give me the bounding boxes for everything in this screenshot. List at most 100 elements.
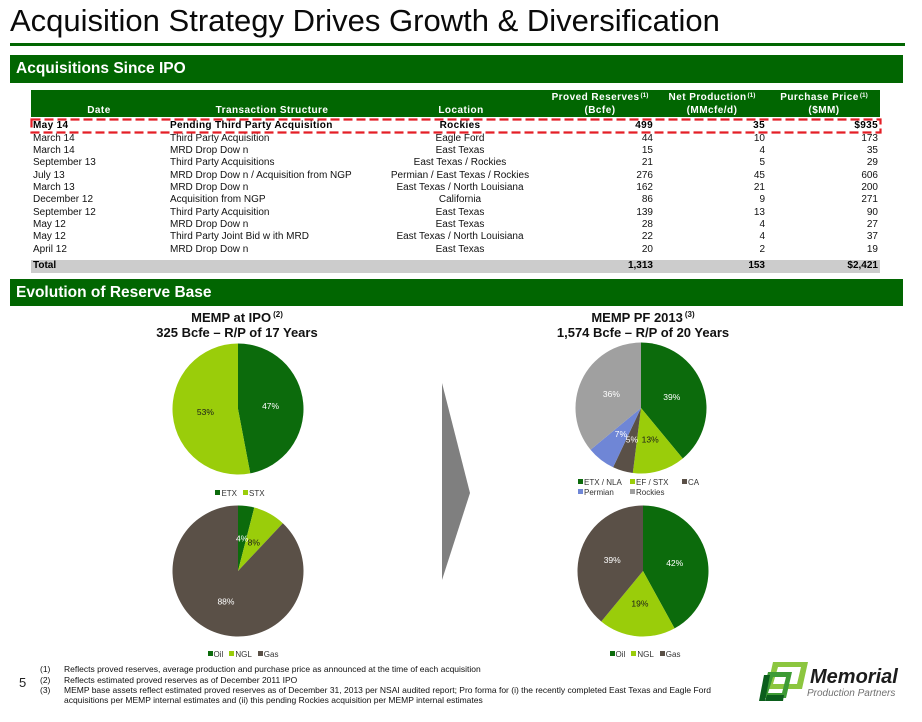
pie-slice-etx-nla (640, 342, 707, 458)
pie-chart-ipo-commodity: 4% 8% 88% (172, 505, 304, 637)
cell-purchase-price: 35 (866, 145, 878, 157)
cell-transaction-structure: Third Party Joint Bid w ith MRD (170, 231, 309, 243)
cell-location: East Texas / North Louisiana (396, 231, 524, 243)
legend-label: Rockies (636, 488, 665, 497)
pie-slice-ngl (600, 571, 675, 637)
header-line1: Net Production (668, 92, 747, 103)
data-label-ef-stx: 13% (641, 434, 658, 444)
logo-tagline: Production Partners (807, 688, 896, 699)
cell-date: May 12 (33, 231, 66, 243)
legend-item-ca: CA (682, 478, 734, 488)
pie-slice-etx (237, 343, 303, 474)
table-row: May 12 Third Party Joint Bid w ith MRD E… (31, 231, 880, 243)
arrow-right-icon (442, 383, 470, 580)
table-row: March 14 Third Party Acquisition Eagle F… (31, 133, 880, 145)
header-line2: Date (87, 105, 111, 116)
legend-label: Permian (584, 488, 614, 497)
pie-slice-stx (171, 343, 250, 475)
legend-swatch-icon (630, 479, 635, 484)
pie-slice-ngl (238, 507, 283, 571)
column-header-purchase-price: Purchase Price(1) ($MM) (769, 90, 879, 117)
cell-net-production: 9 (759, 194, 765, 206)
legend-label: Gas (263, 650, 279, 659)
cell-date: April 12 (33, 243, 67, 255)
panel-title: MEMP PF 2013 (591, 310, 683, 325)
cell-location: Eagle Ford (435, 132, 485, 144)
table-row: September 13 Third Party Acquisitions Ea… (31, 157, 880, 169)
cell-location: California (438, 194, 482, 206)
header-line2: (MMcfe/d) (686, 105, 738, 116)
legend-item-rockies: Rockies (630, 488, 682, 498)
cell-location: Permian / East Texas / Rockies (390, 169, 530, 181)
footnote-text-continued: acquisitions per MEMP internal estimates… (64, 695, 483, 705)
cell-proved-reserves: 86 (641, 194, 653, 206)
table-row: April 12 MRD Drop Dow n East Texas 20 2 … (31, 244, 880, 256)
footnote-text: MEMP base assets reflect estimated prove… (64, 685, 711, 695)
legend-label: ETX / NLA (584, 478, 622, 487)
table-row: September 12 Third Party Acquisition Eas… (31, 207, 880, 219)
legend-swatch-icon (631, 651, 637, 656)
panel-subtitle: 325 Bcfe – R/P of 17 Years (156, 325, 318, 340)
cell-date: March 13 (33, 182, 75, 194)
cell-purchase-price: 173 (861, 132, 878, 144)
legend-item-stx: STX (243, 489, 265, 499)
total-purchase-price: $2,421 (847, 260, 878, 271)
footnote-ref: (1) (859, 92, 868, 99)
pie-slice-permian (590, 407, 641, 467)
cell-net-production: 4 (759, 145, 765, 157)
legend-item-oil: Oil (609, 650, 625, 660)
data-label-permian: 7% (614, 428, 627, 438)
cell-purchase-price: 29 (866, 157, 878, 169)
total-proved-reserves: 1,313 (627, 260, 653, 271)
pie-slice-oil (238, 505, 255, 571)
cell-net-production: 45 (753, 169, 765, 181)
title-divider (10, 43, 905, 46)
legend-item-etx: ETX (215, 489, 237, 499)
logo-wordmark: Memorial (810, 666, 898, 688)
cell-date: March 14 (33, 145, 75, 157)
cell-purchase-price: 200 (861, 182, 878, 194)
table-total-row: Total 1,313 153 $2,421 (31, 260, 880, 273)
data-label-oil: 42% (666, 558, 683, 568)
header-line2: ($MM) (808, 105, 840, 116)
header-line1: Proved Reserves (551, 92, 640, 103)
section-header-acquisitions: Acquisitions Since IPO (10, 55, 903, 83)
cell-proved-reserves: 499 (635, 120, 653, 132)
chart-title-ipo: MEMP at IPO (2) 325 Bcfe – R/P of 17 Year… (127, 310, 347, 340)
cell-location: East Texas (435, 206, 485, 218)
data-label-oil: 4% (236, 534, 249, 544)
table-row-highlighted: May 14 Pending Third Party Acquisition R… (31, 120, 880, 132)
cell-location: Rockies (439, 120, 481, 132)
cell-purchase-price: 90 (866, 206, 878, 218)
pie-chart-ipo-region: 47% 53% (171, 343, 303, 475)
legend-item-permian: Permian (578, 488, 630, 498)
cell-date: July 13 (33, 169, 65, 181)
dashed-highlight-border (30, 118, 882, 134)
table-row: December 12 Acquisition from NGP Califor… (31, 194, 880, 206)
pending-acquisition-highlight (30, 118, 882, 134)
acquisitions-table-body: May 14 Pending Third Party Acquisition R… (31, 120, 880, 256)
cell-net-production: 5 (759, 157, 765, 169)
legend-label: CA (688, 478, 700, 487)
cell-proved-reserves: 15 (641, 145, 653, 157)
cell-transaction-structure: Pending Third Party Acquisition (170, 120, 333, 132)
legend-ipo-commodity: Oil NGL Gas (183, 650, 303, 660)
cell-net-production: 10 (753, 132, 765, 144)
footnote-ref: (3) (684, 310, 695, 319)
cell-purchase-price: 27 (866, 219, 878, 231)
data-label-gas: 88% (217, 596, 234, 606)
cell-transaction-structure: Acquisition from NGP (170, 194, 266, 206)
column-header-proved-reserves: Proved Reserves(1) (Bcfe) (540, 90, 660, 117)
legend-item-gas: Gas (257, 650, 279, 660)
cell-location: East Texas (435, 219, 485, 231)
legend-label: Oil (213, 650, 224, 659)
legend-swatch-icon (207, 651, 213, 656)
pie-slice-gas (172, 505, 304, 637)
page-number: 5 (19, 675, 27, 690)
legend-label: STX (249, 489, 265, 498)
legend-swatch-icon (215, 490, 221, 495)
arrow-shape (442, 383, 470, 580)
cell-transaction-structure: MRD Drop Dow n (170, 243, 249, 255)
cell-net-production: 35 (753, 120, 765, 132)
legend-item-gas: Gas (659, 650, 680, 660)
